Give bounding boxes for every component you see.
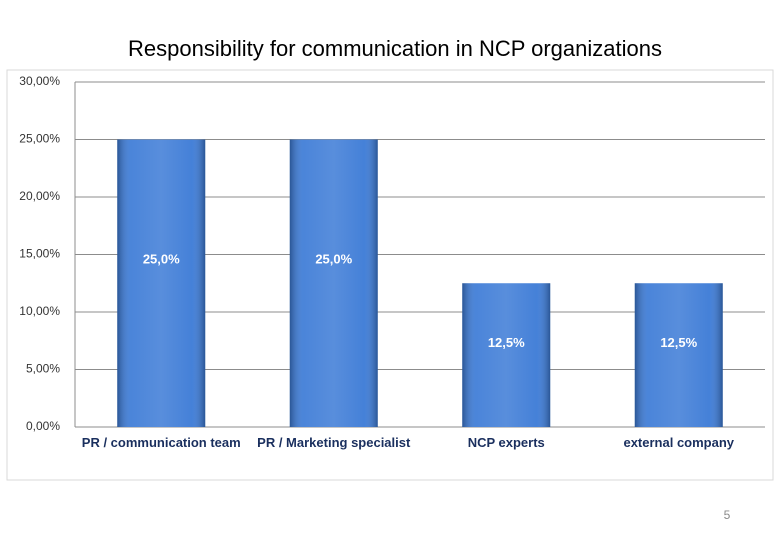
y-tick-label: 0,00% <box>26 419 60 433</box>
page-number: 5 <box>724 508 731 522</box>
x-tick-label: external company <box>623 435 735 450</box>
chart-frame <box>6 69 774 481</box>
y-tick-label: 10,00% <box>19 304 60 318</box>
data-label: 12,5% <box>488 335 525 350</box>
chart-title: Responsibility for communication in NCP … <box>128 36 662 61</box>
bar-shade <box>634 283 723 427</box>
y-tick-label: 15,00% <box>19 247 60 261</box>
y-tick-label: 25,00% <box>19 132 60 146</box>
x-tick-label: PR / Marketing specialist <box>257 435 411 450</box>
x-tick-label: NCP experts <box>467 435 545 450</box>
bar-shade <box>462 283 551 427</box>
data-label: 25,0% <box>143 252 180 267</box>
bar-shade <box>289 139 378 427</box>
data-label: 12,5% <box>660 335 697 350</box>
y-tick-label: 20,00% <box>19 189 60 203</box>
y-tick-label: 30,00% <box>19 74 60 88</box>
bar-shade <box>117 139 206 427</box>
y-tick-label: 5,00% <box>26 362 60 376</box>
data-label: 25,0% <box>315 252 352 267</box>
x-tick-label: PR / communication team <box>81 435 241 450</box>
